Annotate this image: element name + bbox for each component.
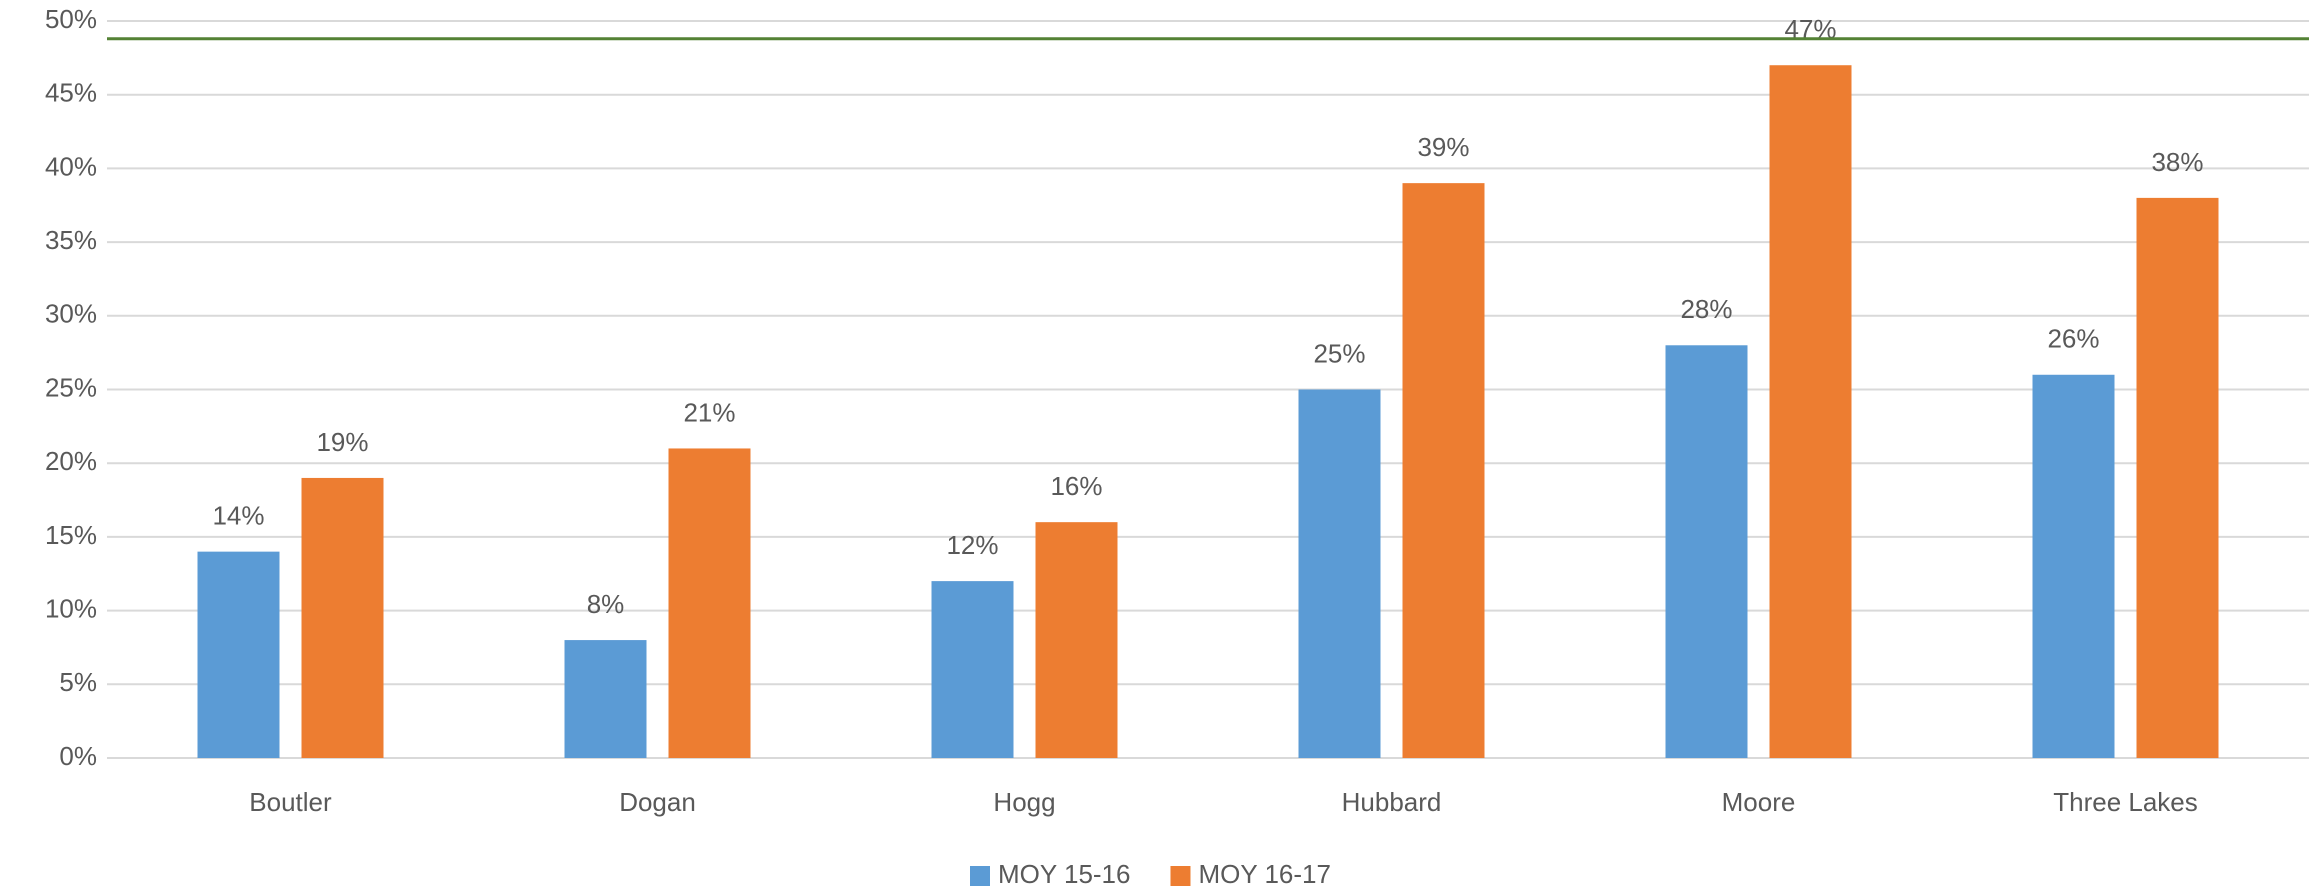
x-tick-label: Dogan xyxy=(619,787,696,817)
y-tick-label: 45% xyxy=(45,78,97,108)
value-label: 14% xyxy=(212,501,264,531)
bar xyxy=(564,640,647,758)
x-tick-label: Three Lakes xyxy=(2053,787,2198,817)
bar xyxy=(1402,183,1485,758)
bar xyxy=(301,477,384,758)
value-label: 21% xyxy=(683,397,735,427)
y-tick-label: 25% xyxy=(45,372,97,402)
bar xyxy=(2136,197,2219,758)
y-tick-label: 50% xyxy=(45,4,97,34)
legend-label: MOY 16-17 xyxy=(1198,859,1330,889)
x-tick-label: Moore xyxy=(1722,787,1796,817)
value-label: 26% xyxy=(2047,324,2099,354)
value-label: 38% xyxy=(2151,147,2203,177)
value-label: 25% xyxy=(1313,338,1365,368)
y-tick-label: 20% xyxy=(45,446,97,476)
bar xyxy=(1035,522,1118,758)
y-tick-label: 0% xyxy=(59,741,97,771)
bar xyxy=(1298,389,1381,758)
y-tick-label: 5% xyxy=(59,667,97,697)
value-label: 16% xyxy=(1050,471,1102,501)
x-tick-label: Boutler xyxy=(249,787,332,817)
bar xyxy=(668,448,751,758)
y-tick-label: 15% xyxy=(45,520,97,550)
x-tick-label: Hubbard xyxy=(1342,787,1442,817)
legend-label: MOY 15-16 xyxy=(998,859,1130,889)
legend-swatch xyxy=(1170,866,1191,886)
y-tick-label: 40% xyxy=(45,151,97,181)
bar xyxy=(931,581,1014,758)
bar xyxy=(1665,345,1748,758)
bar xyxy=(1769,65,1852,759)
value-label: 28% xyxy=(1680,294,1732,324)
y-tick-label: 30% xyxy=(45,299,97,329)
legend-swatch xyxy=(970,866,990,886)
bar xyxy=(197,551,280,758)
y-tick-label: 35% xyxy=(45,225,97,255)
value-label: 39% xyxy=(1417,132,1469,162)
y-tick-label: 10% xyxy=(45,593,97,623)
value-label: 19% xyxy=(316,427,368,457)
value-label: 12% xyxy=(946,530,998,560)
value-label: 8% xyxy=(587,589,625,619)
bar xyxy=(2032,374,2115,758)
x-tick-label: Hogg xyxy=(993,787,1055,817)
